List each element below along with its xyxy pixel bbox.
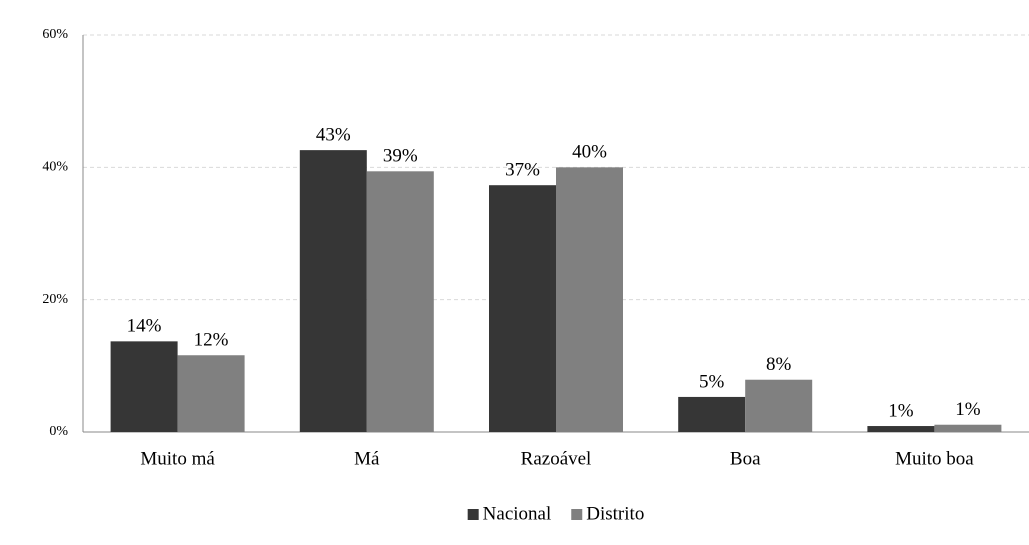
value-label: 12% [194, 330, 229, 351]
bar [867, 426, 935, 432]
bar [299, 150, 367, 432]
bar [934, 424, 1002, 432]
value-label: 37% [505, 160, 540, 181]
x-tick-label: Razoável [521, 448, 592, 469]
bar [489, 185, 556, 432]
value-label: 40% [572, 142, 607, 163]
x-tick-label: Boa [730, 448, 761, 469]
value-label: 14% [127, 316, 162, 337]
legend-swatch [571, 509, 583, 520]
y-tick-label: 60% [42, 27, 68, 42]
bar [366, 171, 434, 432]
bar [745, 379, 813, 432]
value-label: 1% [888, 400, 914, 421]
legend: Nacional Distrito [467, 503, 644, 524]
bar [110, 341, 178, 432]
legend-label: Nacional [483, 503, 552, 524]
value-label: 8% [766, 354, 792, 375]
value-label: 5% [699, 371, 725, 392]
bar [678, 396, 746, 432]
value-label: 1% [955, 399, 981, 420]
value-label: 43% [316, 124, 351, 145]
x-tick-label: Má [354, 448, 380, 469]
y-tick-label: 20% [42, 292, 68, 307]
legend-swatch [467, 509, 479, 520]
value-label: 39% [383, 146, 418, 167]
bar [556, 167, 623, 433]
x-tick-label: Muito boa [895, 448, 974, 469]
bar [177, 355, 245, 432]
legend-label: Distrito [586, 503, 644, 524]
y-tick-label: 0% [49, 424, 68, 439]
x-tick-label: Muito má [140, 448, 215, 469]
y-tick-label: 40% [42, 160, 68, 175]
